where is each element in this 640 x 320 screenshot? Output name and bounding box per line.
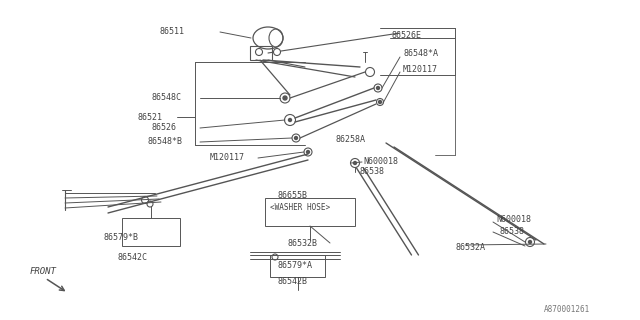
Text: 86579*A: 86579*A [278,261,313,270]
Text: 86526: 86526 [152,124,177,132]
Text: 86538: 86538 [500,228,525,236]
Text: 86579*B: 86579*B [104,233,139,242]
Bar [270,255,325,277]
Text: 86258A: 86258A [335,135,365,145]
Text: <WASHER HOSE>: <WASHER HOSE> [270,203,330,212]
Circle shape [376,86,380,90]
Bar [122,218,180,246]
Text: 86538: 86538 [360,167,385,177]
Circle shape [529,241,531,244]
Circle shape [294,137,298,140]
Text: 86655B: 86655B [278,191,308,201]
Circle shape [307,150,310,154]
Text: 86532A: 86532A [455,244,485,252]
Text: 86542C: 86542C [118,253,148,262]
Bar [265,198,355,226]
Circle shape [378,100,381,103]
Circle shape [353,162,356,164]
Circle shape [273,49,280,55]
Text: M120117: M120117 [210,153,245,162]
Text: FRONT: FRONT [30,268,57,276]
Circle shape [255,49,262,55]
Text: N600018: N600018 [496,215,531,225]
Text: M120117: M120117 [403,66,438,75]
Text: A870001261: A870001261 [544,306,590,315]
Text: 86511: 86511 [160,27,185,36]
Text: 86548C: 86548C [152,92,182,101]
Text: 86532B: 86532B [287,238,317,247]
Circle shape [283,96,287,100]
Text: N600018: N600018 [363,156,398,165]
Text: 86548*A: 86548*A [403,50,438,59]
Bar [250,46,272,60]
Text: 86521: 86521 [138,113,163,122]
Text: 86542B: 86542B [278,277,308,286]
Text: 86548*B: 86548*B [148,137,183,146]
Text: 86526E: 86526E [392,31,422,41]
Circle shape [289,118,291,122]
